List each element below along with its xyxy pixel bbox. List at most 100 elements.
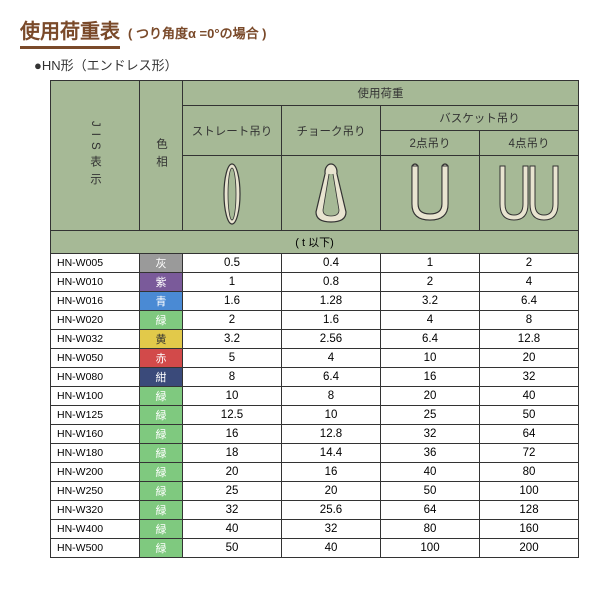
- table-row: HN-W125緑12.5102550: [51, 406, 579, 425]
- load-value: 2: [381, 273, 480, 292]
- table-row: HN-W005灰0.50.412: [51, 254, 579, 273]
- table-row: HN-W016青1.61.283.26.4: [51, 292, 579, 311]
- icon-straight: [183, 156, 282, 231]
- load-value: 50: [480, 406, 579, 425]
- table-row: HN-W010紫10.824: [51, 273, 579, 292]
- header-jis: JIS表示: [51, 81, 140, 231]
- load-value: 1: [381, 254, 480, 273]
- load-value: 14.4: [282, 444, 381, 463]
- load-value: 16: [282, 463, 381, 482]
- icon-basket2: [381, 156, 480, 231]
- jis-code: HN-W050: [51, 349, 140, 368]
- jis-code: HN-W100: [51, 387, 140, 406]
- title-note: ( つり角度α =0°の場合 ): [128, 23, 267, 42]
- header-choke: チョーク吊り: [282, 106, 381, 156]
- load-value: 40: [381, 463, 480, 482]
- table-row: HN-W100緑1082040: [51, 387, 579, 406]
- load-value: 32: [381, 425, 480, 444]
- load-value: 6.4: [480, 292, 579, 311]
- table-row: HN-W160緑1612.83264: [51, 425, 579, 444]
- table-row: HN-W180緑1814.43672: [51, 444, 579, 463]
- load-value: 25: [381, 406, 480, 425]
- load-value: 20: [381, 387, 480, 406]
- load-value: 64: [381, 501, 480, 520]
- load-value: 10: [282, 406, 381, 425]
- load-value: 8: [480, 311, 579, 330]
- icon-basket4: [480, 156, 579, 231]
- color-cell: 紺: [140, 368, 183, 387]
- load-value: 3.2: [381, 292, 480, 311]
- load-value: 36: [381, 444, 480, 463]
- load-value: 8: [183, 368, 282, 387]
- jis-code: HN-W032: [51, 330, 140, 349]
- load-value: 1.28: [282, 292, 381, 311]
- table-row: HN-W320緑3225.664128: [51, 501, 579, 520]
- load-value: 12.8: [480, 330, 579, 349]
- load-value: 6.4: [381, 330, 480, 349]
- color-cell: 緑: [140, 539, 183, 558]
- load-value: 18: [183, 444, 282, 463]
- color-cell: 黄: [140, 330, 183, 349]
- load-value: 0.4: [282, 254, 381, 273]
- load-value: 20: [480, 349, 579, 368]
- load-value: 100: [381, 539, 480, 558]
- color-cell: 緑: [140, 501, 183, 520]
- table-row: HN-W020緑21.648: [51, 311, 579, 330]
- load-value: 20: [183, 463, 282, 482]
- table-row: HN-W080紺86.41632: [51, 368, 579, 387]
- load-value: 25: [183, 482, 282, 501]
- color-cell: 紫: [140, 273, 183, 292]
- load-value: 2.56: [282, 330, 381, 349]
- header-basket4: 4点吊り: [480, 131, 579, 156]
- load-value: 64: [480, 425, 579, 444]
- jis-code: HN-W400: [51, 520, 140, 539]
- load-value: 40: [282, 539, 381, 558]
- load-value: 4: [282, 349, 381, 368]
- jis-code: HN-W500: [51, 539, 140, 558]
- load-value: 10: [183, 387, 282, 406]
- load-value: 32: [183, 501, 282, 520]
- load-value: 32: [282, 520, 381, 539]
- table-row: HN-W050赤541020: [51, 349, 579, 368]
- jis-code: HN-W250: [51, 482, 140, 501]
- load-value: 10: [381, 349, 480, 368]
- load-value: 1.6: [183, 292, 282, 311]
- load-value: 50: [381, 482, 480, 501]
- unit-row: ( t 以下): [51, 231, 579, 254]
- load-value: 8: [282, 387, 381, 406]
- color-cell: 緑: [140, 482, 183, 501]
- load-value: 160: [480, 520, 579, 539]
- header-usage: 使用荷重: [183, 81, 579, 106]
- load-value: 0.5: [183, 254, 282, 273]
- load-value: 128: [480, 501, 579, 520]
- color-cell: 緑: [140, 387, 183, 406]
- table-row: HN-W500緑5040100200: [51, 539, 579, 558]
- jis-code: HN-W010: [51, 273, 140, 292]
- load-table: JIS表示 色相 使用荷重 ストレート吊り チョーク吊り バスケット吊り 2点吊…: [50, 80, 579, 558]
- color-cell: 緑: [140, 520, 183, 539]
- load-value: 0.8: [282, 273, 381, 292]
- color-cell: 緑: [140, 311, 183, 330]
- jis-code: HN-W200: [51, 463, 140, 482]
- load-value: 16: [381, 368, 480, 387]
- load-value: 40: [480, 387, 579, 406]
- load-value: 32: [480, 368, 579, 387]
- load-value: 3.2: [183, 330, 282, 349]
- header-basket2: 2点吊り: [381, 131, 480, 156]
- table-row: HN-W200緑20164080: [51, 463, 579, 482]
- load-value: 80: [381, 520, 480, 539]
- jis-code: HN-W320: [51, 501, 140, 520]
- load-value: 20: [282, 482, 381, 501]
- color-cell: 緑: [140, 463, 183, 482]
- jis-code: HN-W016: [51, 292, 140, 311]
- jis-code: HN-W020: [51, 311, 140, 330]
- load-value: 100: [480, 482, 579, 501]
- load-value: 4: [381, 311, 480, 330]
- load-value: 4: [480, 273, 579, 292]
- load-value: 200: [480, 539, 579, 558]
- jis-code: HN-W005: [51, 254, 140, 273]
- load-value: 50: [183, 539, 282, 558]
- load-value: 6.4: [282, 368, 381, 387]
- color-cell: 緑: [140, 444, 183, 463]
- jis-code: HN-W080: [51, 368, 140, 387]
